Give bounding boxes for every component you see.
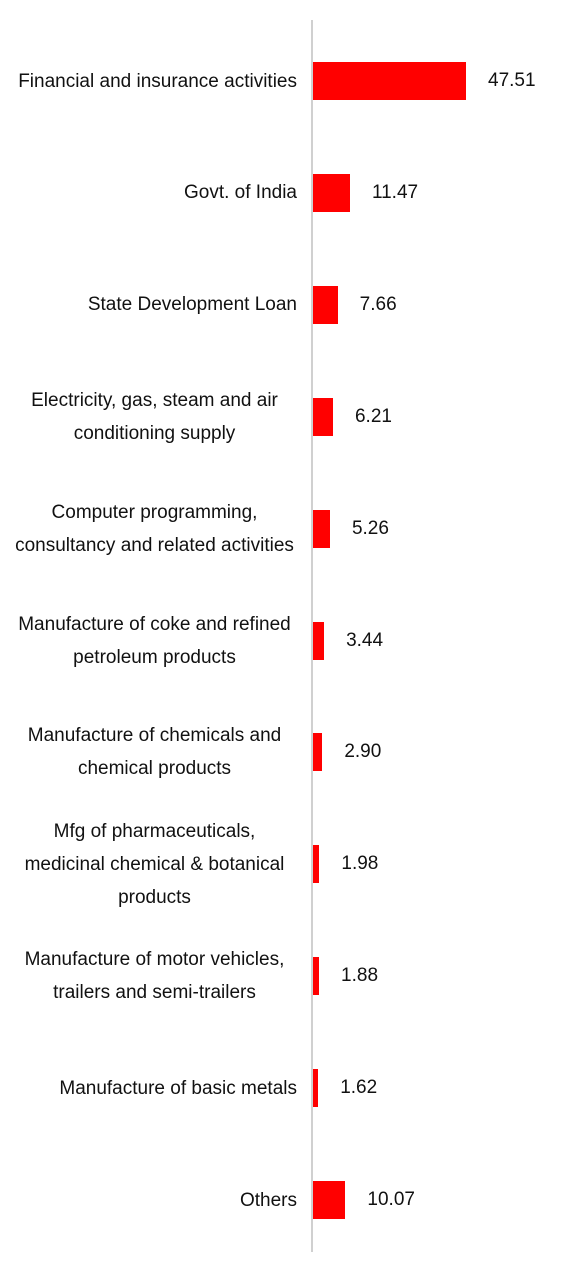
category-label: State Development Loan: [0, 255, 297, 355]
value-label: 2.90: [344, 741, 382, 763]
axis-line: [311, 20, 313, 1252]
bar: [313, 845, 320, 884]
value-label: 7.66: [359, 293, 397, 315]
bar: [313, 1069, 319, 1108]
bar: [313, 397, 333, 436]
bar: [313, 509, 330, 548]
category-label: Computer programming, consultancy and re…: [0, 479, 297, 579]
category-label: Manufacture of coke and refined petroleu…: [0, 591, 297, 691]
bar: [313, 1181, 346, 1219]
bar: [313, 957, 320, 996]
value-label: 47.51: [488, 70, 536, 91]
value-label: 10.07: [367, 1189, 415, 1210]
category-text: Manufacture of basic metals: [59, 1077, 297, 1099]
value-label: 1.88: [341, 965, 379, 987]
value-label: 5.26: [351, 517, 389, 539]
category-label: Mfg of pharmaceuticals, medicinal chemic…: [0, 814, 297, 914]
value-label: 1.98: [341, 853, 379, 875]
category-label: Manufacture of basic metals: [0, 1038, 297, 1138]
bar: [313, 733, 323, 772]
category-label: Electricity, gas, steam and air conditio…: [0, 367, 297, 467]
bar: [313, 621, 325, 660]
category-text: Govt. of India: [183, 182, 297, 204]
category-text: State Development Loan: [87, 294, 297, 316]
value-label: 1.62: [340, 1077, 378, 1099]
category-label: Govt. of India: [0, 143, 297, 243]
category-text: Manufacture of chemicals and chemical pr…: [27, 725, 282, 780]
bar: [313, 173, 350, 212]
bar: [313, 285, 338, 324]
category-text: Financial and insurance activities: [18, 70, 297, 92]
category-text: Manufacture of motor vehicles, trailers …: [24, 949, 285, 1004]
category-text: Electricity, gas, steam and air conditio…: [31, 389, 278, 444]
value-label: 3.44: [346, 629, 384, 651]
value-label: 11.47: [371, 181, 419, 203]
category-label: Manufacture of chemicals and chemical pr…: [0, 702, 297, 802]
bar: [313, 62, 466, 100]
category-label: Manufacture of motor vehicles, trailers …: [0, 926, 297, 1026]
category-label: Financial and insurance activities: [0, 31, 297, 131]
category-text: Manufacture of coke and refined petroleu…: [18, 613, 291, 668]
category-text: Others: [239, 1189, 297, 1211]
category-label: Others: [0, 1150, 297, 1250]
value-label: 6.21: [354, 405, 392, 427]
category-text: Computer programming, consultancy and re…: [15, 501, 294, 556]
category-text: Mfg of pharmaceuticals, medicinal chemic…: [24, 820, 285, 908]
